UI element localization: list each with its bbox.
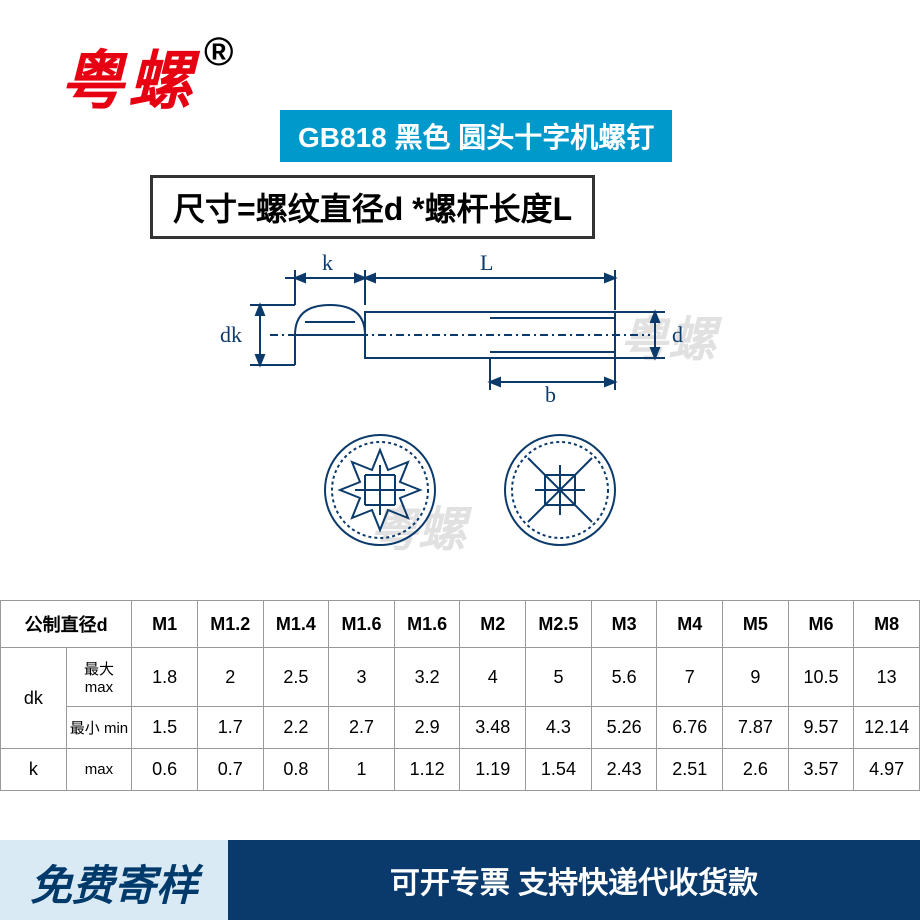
- cell: 3.48: [460, 707, 526, 749]
- cell: 3.57: [788, 749, 854, 791]
- col-header: M5: [723, 601, 789, 648]
- cell: 5.6: [591, 648, 657, 707]
- row-label: 最小 min: [66, 707, 132, 749]
- cell: 1.54: [526, 749, 592, 791]
- col-header: M4: [657, 601, 723, 648]
- cell: 4.97: [854, 749, 920, 791]
- header-label: 公制直径d: [1, 601, 132, 648]
- spec-table: 公制直径d M1 M1.2 M1.4 M1.6 M1.6 M2 M2.5 M3 …: [0, 600, 920, 791]
- table-header-row: 公制直径d M1 M1.2 M1.4 M1.6 M1.6 M2 M2.5 M3 …: [1, 601, 920, 648]
- cell: 2.9: [394, 707, 460, 749]
- footer-banner: 免费寄样 可开专票 支持快递代收货款: [0, 840, 920, 920]
- cell: 0.7: [197, 749, 263, 791]
- cell: 2.43: [591, 749, 657, 791]
- cell: 13: [854, 648, 920, 707]
- col-header: M2.5: [526, 601, 592, 648]
- cell: 1.5: [132, 707, 198, 749]
- table-row-partial: k max 0.6 0.7 0.8 1 1.12 1.19 1.54 2.43 …: [1, 749, 920, 791]
- col-header: M1.4: [263, 601, 329, 648]
- col-header: M1.2: [197, 601, 263, 648]
- label-d: d: [672, 322, 683, 347]
- screw-diagram: k L dk d b: [190, 250, 750, 580]
- brand-logo: 粤螺®: [60, 30, 237, 122]
- col-header: M2: [460, 601, 526, 648]
- table-row: dk 最大 max 1.8 2 2.5 3 3.2 4 5 5.6 7 9 10…: [1, 648, 920, 707]
- col-header: M3: [591, 601, 657, 648]
- cell: 1.19: [460, 749, 526, 791]
- cell: 3.2: [394, 648, 460, 707]
- cell: 2.5: [263, 648, 329, 707]
- col-header: M1.6: [329, 601, 395, 648]
- group-dk: dk: [1, 648, 67, 749]
- cell: 1.8: [132, 648, 198, 707]
- cell: 9.57: [788, 707, 854, 749]
- table-row: 最小 min 1.5 1.7 2.2 2.7 2.9 3.48 4.3 5.26…: [1, 707, 920, 749]
- cell: 5: [526, 648, 592, 707]
- brand-text: 粤螺: [60, 45, 196, 117]
- label-dk: dk: [220, 322, 242, 347]
- cell: 2.6: [723, 749, 789, 791]
- cell: 12.14: [854, 707, 920, 749]
- cell: 3: [329, 648, 395, 707]
- cell: 1: [329, 749, 395, 791]
- spec-table-container: 公制直径d M1 M1.2 M1.4 M1.6 M1.6 M2 M2.5 M3 …: [0, 600, 920, 791]
- cell: 5.26: [591, 707, 657, 749]
- cell: 6.76: [657, 707, 723, 749]
- cell: 2.7: [329, 707, 395, 749]
- col-header: M1: [132, 601, 198, 648]
- registered-mark: ®: [204, 30, 237, 74]
- label-b: b: [545, 382, 556, 407]
- cell: 9: [723, 648, 789, 707]
- cell: 2.2: [263, 707, 329, 749]
- footer-left: 免费寄样: [0, 840, 228, 920]
- col-header: M6: [788, 601, 854, 648]
- cell: 1.7: [197, 707, 263, 749]
- col-header: M8: [854, 601, 920, 648]
- cell: 7.87: [723, 707, 789, 749]
- cell: 7: [657, 648, 723, 707]
- cell: 2.51: [657, 749, 723, 791]
- label-k: k: [322, 250, 333, 275]
- group-k: k: [1, 749, 67, 791]
- size-formula: 尺寸=螺纹直径d *螺杆长度L: [150, 175, 595, 239]
- cell: 4: [460, 648, 526, 707]
- row-label: max: [66, 749, 132, 791]
- col-header: M1.6: [394, 601, 460, 648]
- cell: 1.12: [394, 749, 460, 791]
- cell: 0.6: [132, 749, 198, 791]
- cell: 10.5: [788, 648, 854, 707]
- product-title: GB818 黑色 圆头十字机螺钉: [280, 110, 672, 162]
- footer-right: 可开专票 支持快递代收货款: [228, 840, 920, 920]
- cell: 0.8: [263, 749, 329, 791]
- row-label: 最大 max: [66, 648, 132, 707]
- cell: 2: [197, 648, 263, 707]
- cell: 4.3: [526, 707, 592, 749]
- label-L: L: [480, 250, 493, 275]
